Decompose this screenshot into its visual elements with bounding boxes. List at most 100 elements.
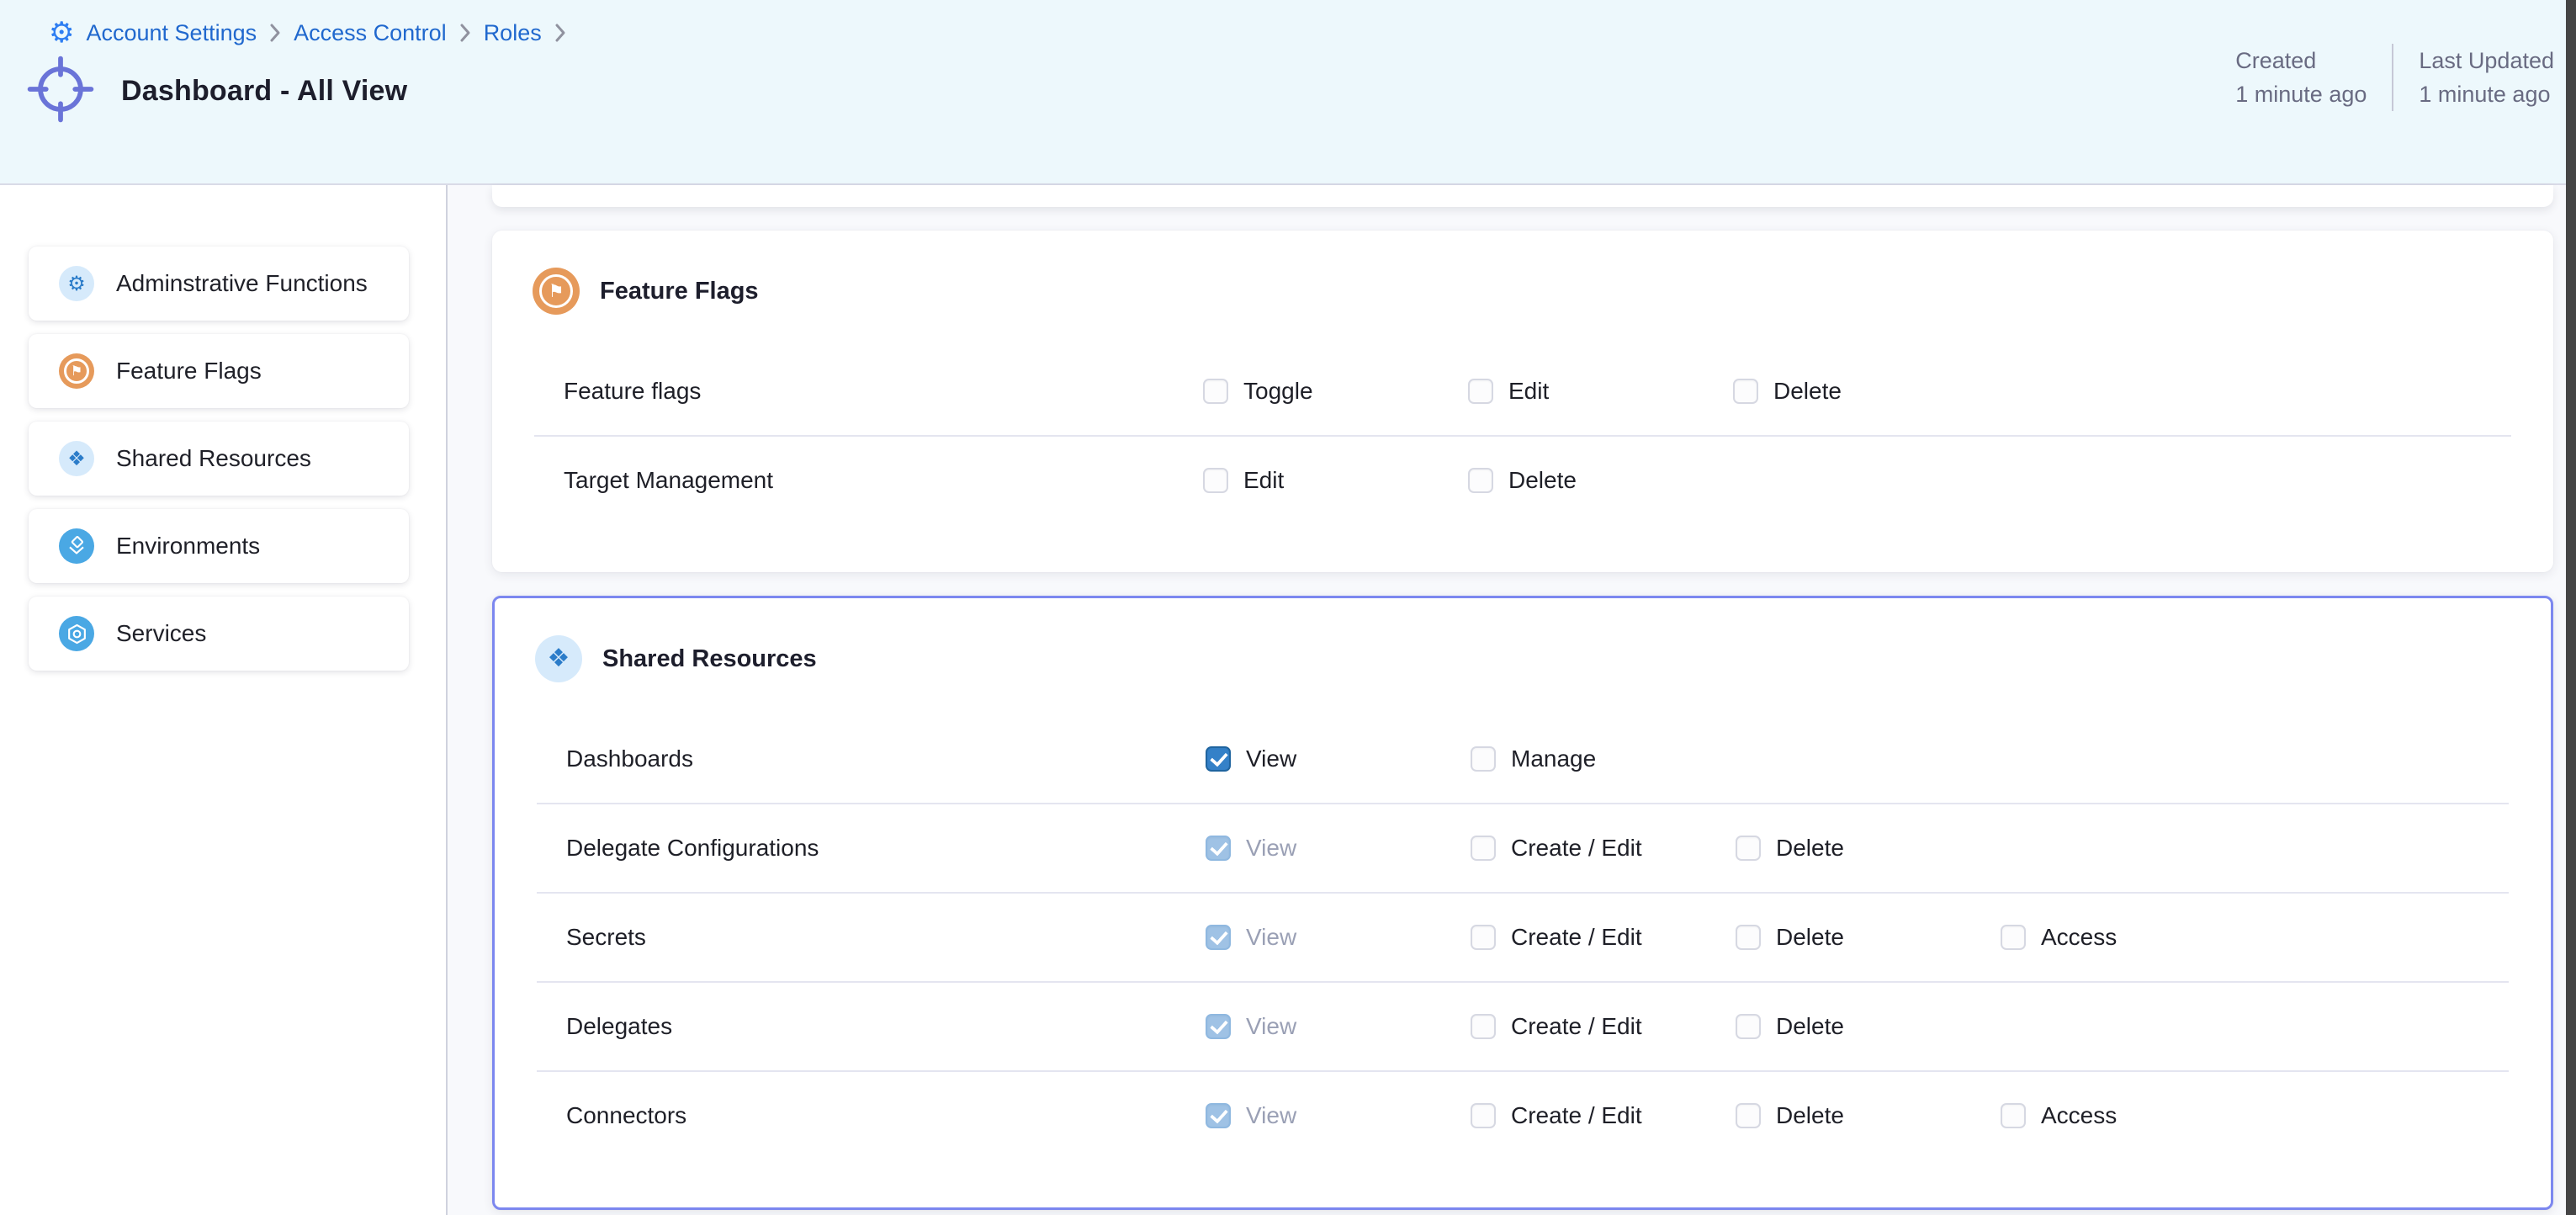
created-label: Created: [2235, 48, 2317, 73]
checkbox[interactable]: [1736, 836, 1761, 861]
checkbox[interactable]: [1471, 1103, 1496, 1128]
permission-label: View: [1246, 1013, 1297, 1039]
permission-option[interactable]: Delete: [1736, 1013, 2001, 1040]
permission-label: Delete: [1773, 378, 1842, 404]
checkbox[interactable]: [1203, 468, 1228, 493]
meta-divider: [2392, 44, 2394, 111]
checkbox[interactable]: [2001, 925, 2026, 950]
permissions-panel: ⚑ Feature Flags Feature flags Toggle Edi…: [448, 185, 2576, 1215]
breadcrumb-link[interactable]: Access Control: [294, 19, 447, 45]
permission-option[interactable]: Manage: [1471, 745, 1736, 772]
checkbox[interactable]: [1206, 925, 1231, 950]
permission-cells: View Create / Edit Delete: [1206, 835, 2001, 862]
permission-option[interactable]: Create / Edit: [1471, 924, 1736, 951]
resource-label: Dashboards: [566, 745, 693, 772]
sidebar-item[interactable]: ⚙ Adminstrative Functions: [29, 247, 409, 321]
checkbox[interactable]: [1471, 836, 1496, 861]
last-updated-label: Last Updated: [2419, 48, 2554, 73]
breadcrumb-link[interactable]: Roles: [483, 19, 542, 45]
checkbox[interactable]: [1733, 379, 1758, 404]
permission-label: Access: [2041, 1102, 2118, 1128]
checkbox[interactable]: [1468, 379, 1493, 404]
diamonds-icon: ❖: [535, 635, 582, 682]
permission-label: View: [1246, 745, 1297, 772]
scrollbar[interactable]: [2566, 0, 2576, 1215]
permission-option[interactable]: View: [1206, 835, 1471, 862]
flag-icon: ⚑: [59, 353, 94, 389]
checkbox[interactable]: [1736, 925, 1761, 950]
settings-gear-icon: ⚙: [49, 16, 75, 50]
permission-cells: View Create / Edit Delete: [1206, 1013, 2001, 1040]
permission-option[interactable]: Create / Edit: [1471, 1102, 1736, 1129]
sidebar-item[interactable]: Environments: [29, 509, 409, 583]
permission-cells: View Manage: [1206, 745, 1736, 772]
permission-cells: View Create / Edit Delete Access: [1206, 924, 2266, 951]
breadcrumb-link[interactable]: Account Settings: [86, 19, 257, 45]
permission-label: Manage: [1511, 745, 1597, 772]
permission-option[interactable]: Delete: [1736, 1102, 2001, 1129]
permission-option[interactable]: Edit: [1203, 467, 1468, 494]
permission-row: Dashboards View Manage: [495, 714, 2551, 804]
checkbox[interactable]: [1206, 1014, 1231, 1039]
permission-label: Create / Edit: [1511, 1102, 1642, 1128]
permission-option[interactable]: Edit: [1468, 378, 1733, 405]
permission-label: Create / Edit: [1511, 1013, 1642, 1039]
sidebar-item[interactable]: ❖ Shared Resources: [29, 422, 409, 496]
checkbox[interactable]: [2001, 1103, 2026, 1128]
permission-option[interactable]: View: [1206, 924, 1471, 951]
checkbox[interactable]: [1736, 1014, 1761, 1039]
permission-cells: View Create / Edit Delete Access: [1206, 1102, 2266, 1129]
resource-label: Feature flags: [564, 378, 702, 404]
chevron-right-icon: [268, 22, 282, 44]
sidebar-item-label: Adminstrative Functions: [116, 270, 368, 296]
crosshair-icon: [22, 50, 99, 132]
permission-option[interactable]: Delete: [1468, 467, 1733, 494]
permission-option[interactable]: Access: [2001, 924, 2266, 951]
resource-label: Connectors: [566, 1102, 687, 1128]
checkbox[interactable]: [1736, 1103, 1761, 1128]
permission-label: Edit: [1243, 467, 1285, 493]
permission-row: Delegate Configurations View Create / Ed…: [495, 803, 2551, 893]
card-rows: Feature flags Toggle Edit Delete Target …: [492, 347, 2553, 525]
sidebar-item[interactable]: ⚑ Feature Flags: [29, 334, 409, 408]
content-area: ⚙ Adminstrative Functions ⚑ Feature Flag…: [0, 185, 2576, 1215]
resource-label: Delegate Configurations: [566, 835, 819, 861]
created-block: Created 1 minute ago: [2235, 44, 2367, 111]
permission-label: Toggle: [1243, 378, 1313, 404]
page-title: Dashboard - All View: [121, 75, 408, 107]
checkbox[interactable]: [1206, 1103, 1231, 1128]
resource-group-sidebar: ⚙ Adminstrative Functions ⚑ Feature Flag…: [0, 185, 448, 1215]
permission-option[interactable]: Delete: [1736, 835, 2001, 862]
permission-option[interactable]: Delete: [1733, 378, 1998, 405]
checkbox[interactable]: [1468, 468, 1493, 493]
permission-option[interactable]: Create / Edit: [1471, 1013, 1736, 1040]
checkbox[interactable]: [1206, 746, 1231, 772]
diamonds-icon: ❖: [59, 441, 94, 476]
permission-option[interactable]: Toggle: [1203, 378, 1468, 405]
permission-option[interactable]: Access: [2001, 1102, 2266, 1129]
permission-label: View: [1246, 835, 1297, 861]
meta-info: Created 1 minute ago Last Updated 1 minu…: [2235, 44, 2554, 111]
permission-option[interactable]: View: [1206, 1102, 1471, 1129]
permission-option[interactable]: View: [1206, 1013, 1471, 1040]
checkbox[interactable]: [1471, 746, 1496, 772]
permission-label: Delete: [1776, 1102, 1844, 1128]
sidebar-item[interactable]: Services: [29, 597, 409, 671]
sidebar-item-label: Environments: [116, 533, 261, 559]
breadcrumb: ⚙ Account Settings Access Control Roles: [0, 0, 2576, 47]
permission-option[interactable]: Create / Edit: [1471, 835, 1736, 862]
permission-option[interactable]: View: [1206, 745, 1471, 772]
resource-label: Target Management: [564, 467, 774, 493]
page-header: ⚙ Account Settings Access Control Roles: [0, 0, 2576, 185]
sidebar-item-label: Shared Resources: [116, 445, 311, 471]
sidebar-item-label: Feature Flags: [116, 358, 262, 384]
permission-row: Feature flags Toggle Edit Delete: [492, 347, 2553, 436]
checkbox[interactable]: [1206, 836, 1231, 861]
layers-icon: [59, 528, 94, 564]
checkbox[interactable]: [1471, 1014, 1496, 1039]
title-row: Dashboard - All View: [0, 50, 2576, 132]
checkbox[interactable]: [1471, 925, 1496, 950]
permission-label: View: [1246, 1102, 1297, 1128]
permission-option[interactable]: Delete: [1736, 924, 2001, 951]
checkbox[interactable]: [1203, 379, 1228, 404]
